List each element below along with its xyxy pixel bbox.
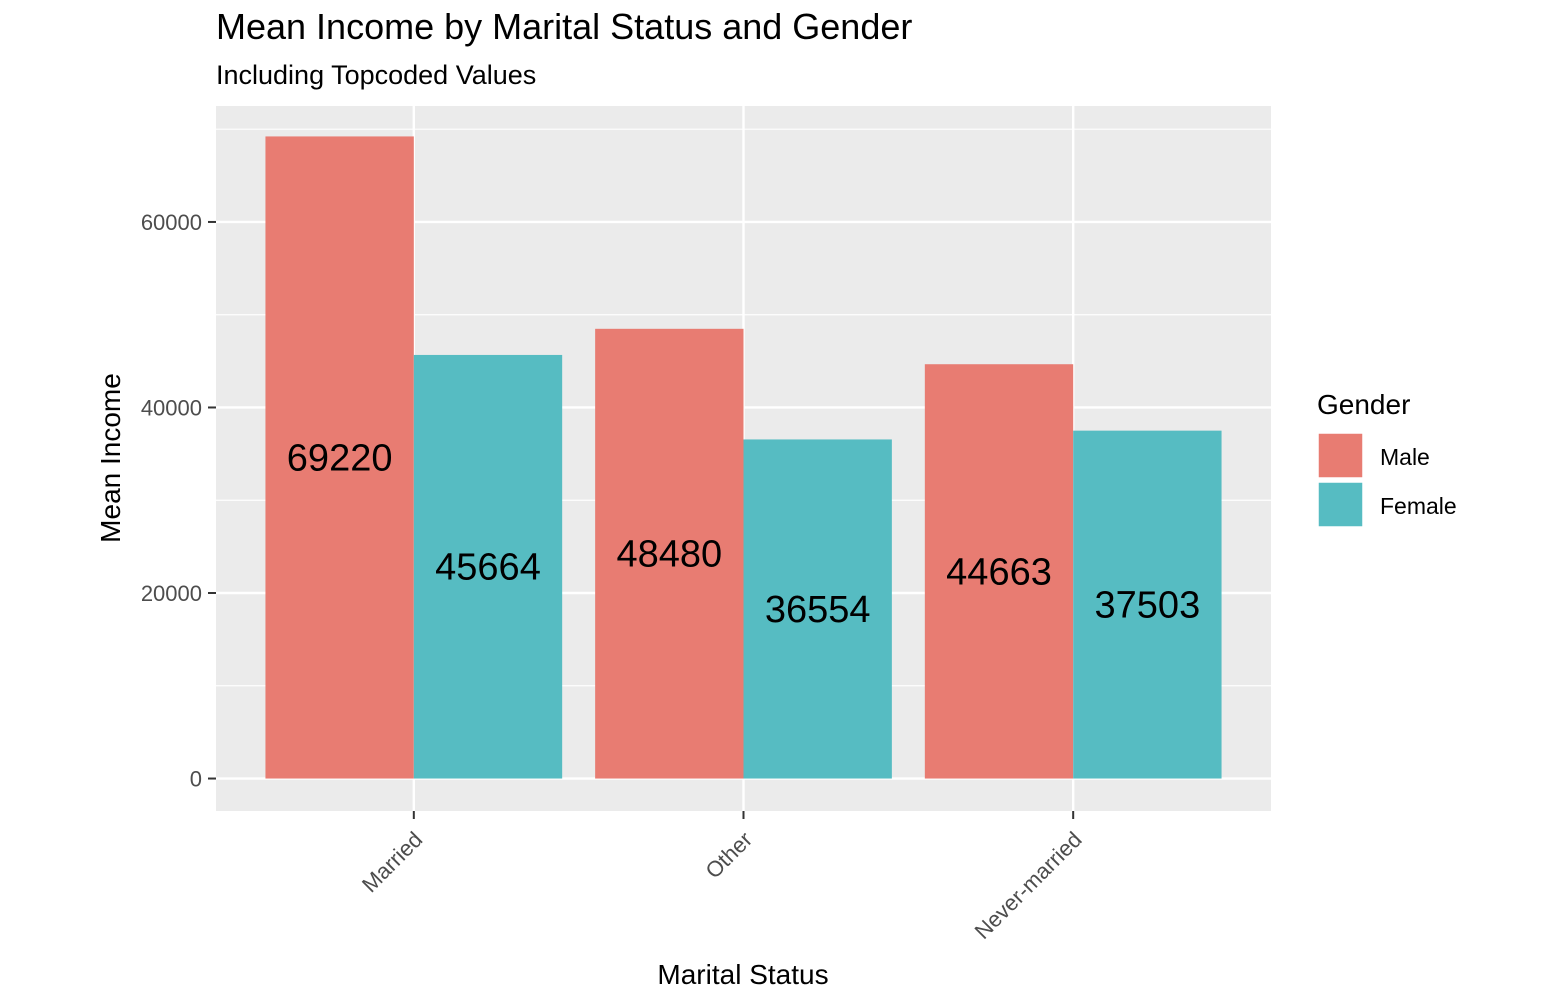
legend-label-female: Female [1380,493,1457,519]
legend: Gender Male Female [1317,389,1457,528]
x-axis-title: Marital Status [657,959,828,990]
data-labels: 69220 45664 48480 36554 44663 37503 [287,437,1200,631]
data-label: 44663 [946,551,1052,593]
x-tick-label: Married [357,827,427,897]
y-axis-title: Mean Income [95,373,126,543]
y-tick-label: 20000 [141,581,202,606]
x-tick-label: Other [700,827,757,884]
data-label: 45664 [435,547,541,589]
legend-title: Gender [1317,389,1410,420]
y-tick-label: 40000 [141,395,202,420]
data-label: 36554 [765,589,871,631]
chart-subtitle: Including Topcoded Values [216,60,536,90]
legend-key-male [1317,432,1364,479]
data-label: 37503 [1095,585,1201,627]
y-tick-label: 60000 [141,210,202,235]
bar-female-married [413,354,563,779]
x-tick-label: Never-married [970,827,1087,944]
bar-male-never-married [924,364,1074,779]
data-label: 69220 [287,437,393,479]
y-tick-label: 0 [190,767,202,792]
legend-label-male: Male [1380,444,1430,470]
legend-key-female [1317,481,1364,528]
bar-male-married [265,136,414,779]
bars [265,136,1222,779]
bar-female-never-married [1073,430,1222,779]
legend-items: Male Female [1317,432,1457,528]
y-axis: 0 20000 40000 60000 [141,210,216,792]
bar-female-other [743,439,892,779]
chart-title: Mean Income by Marital Status and Gender [216,6,912,47]
bar-male-other [595,328,744,779]
x-axis: Married Other Never-married [357,811,1087,944]
data-label: 48480 [616,534,722,576]
